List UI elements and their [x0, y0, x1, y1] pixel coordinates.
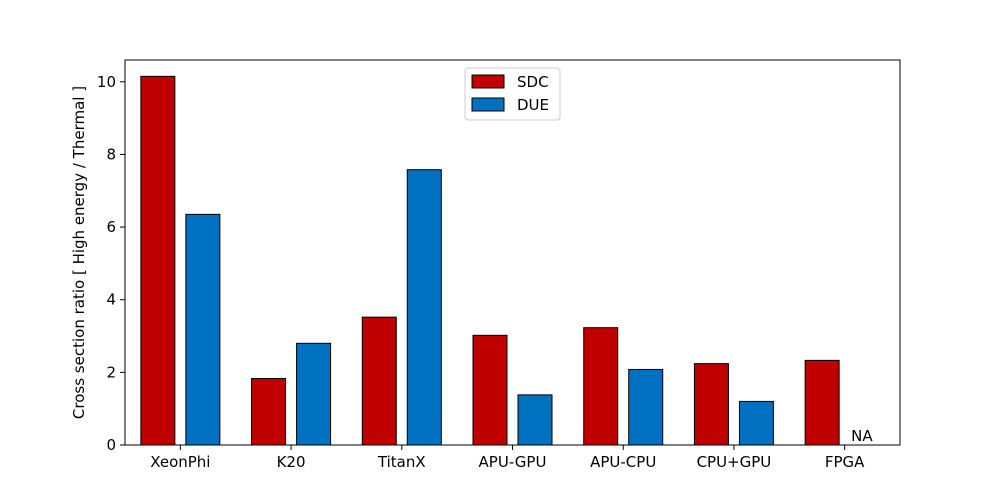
y-tick-label: 10 — [97, 73, 116, 91]
legend-label-due: DUE — [517, 96, 549, 114]
bar-sdc-xeonphi — [140, 75, 176, 446]
annotations: NA — [851, 427, 873, 445]
bars-layer — [140, 75, 840, 446]
legend-label-sdc: SDC — [517, 73, 549, 91]
bar-due-apu-cpu — [628, 368, 664, 446]
bar-sdc-titanx — [361, 316, 397, 446]
y-tick-label: 6 — [106, 218, 116, 236]
y-tick-label: 0 — [106, 436, 116, 454]
bar-due-xeonphi — [185, 213, 221, 446]
bar-sdc-k20 — [251, 378, 287, 446]
bar-sdc-apu-gpu — [472, 334, 508, 446]
x-tick-label: XeonPhi — [150, 453, 210, 471]
legend: SDC DUE — [464, 67, 561, 121]
bar-sdc-apu-cpu — [583, 327, 619, 446]
x-tick-label: APU-GPU — [479, 453, 547, 471]
x-tick-label: K20 — [277, 453, 306, 471]
annotation-na: NA — [851, 427, 873, 445]
x-tick-label: FPGA — [825, 453, 865, 471]
bar-due-apu-gpu — [517, 394, 553, 446]
axes-layer: XeonPhi K20 TitanX APU-GPU APU-CPU CPU+GPU FPG… — [97, 73, 865, 471]
y-tick-label: 4 — [106, 291, 116, 309]
bar-due-titanx — [406, 169, 442, 446]
bar-sdc-cpu-gpu — [693, 363, 729, 446]
legend-swatch-due — [471, 97, 505, 112]
y-tick-label: 2 — [106, 363, 116, 381]
bar-sdc-fpga — [804, 359, 840, 446]
x-tick-label: CPU+GPU — [697, 453, 772, 471]
y-axis-label: Cross section ratio [ High energy / Ther… — [70, 86, 88, 419]
y-tick-label: 8 — [106, 145, 116, 163]
x-tick-label: APU-CPU — [590, 453, 656, 471]
bar-due-k20 — [296, 342, 332, 446]
bar-due-cpu-gpu — [738, 400, 774, 446]
legend-swatch-sdc — [471, 74, 505, 89]
x-tick-label: TitanX — [377, 453, 426, 471]
